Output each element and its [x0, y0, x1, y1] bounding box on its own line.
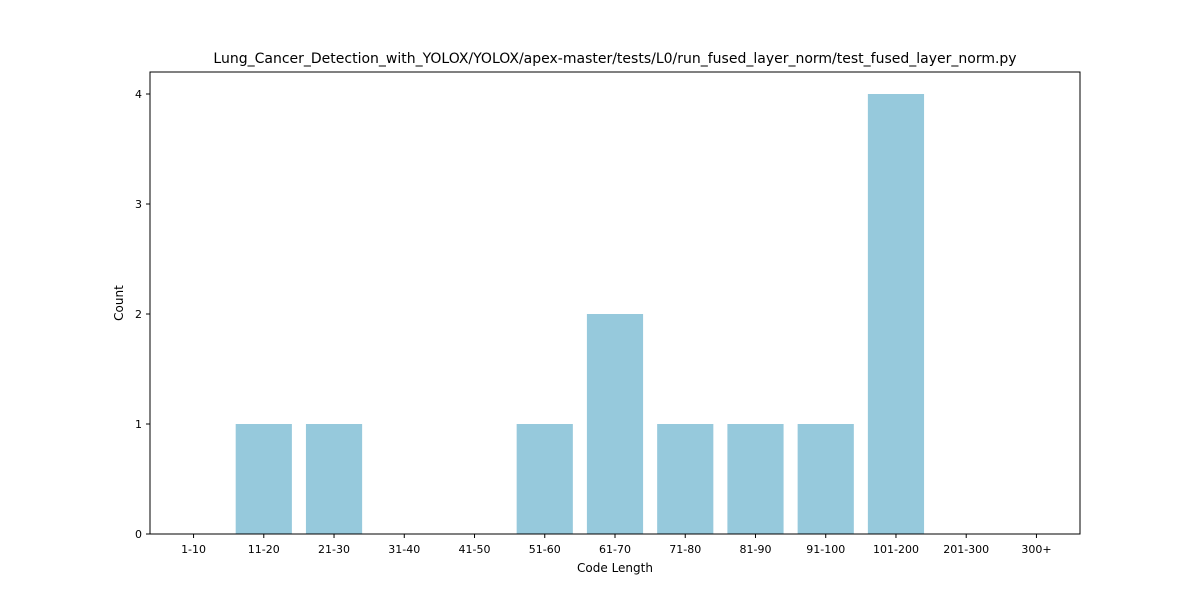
x-tick-label: 71-80: [669, 543, 701, 556]
y-tick-label: 3: [135, 198, 142, 211]
y-axis-label: Count: [112, 285, 126, 321]
x-tick-label: 21-30: [318, 543, 350, 556]
x-tick-label: 300+: [1021, 543, 1051, 556]
bar-71-80: [657, 424, 714, 534]
x-tick-label: 91-100: [806, 543, 845, 556]
y-axis-ticks: 0 1 2 3 4: [135, 88, 150, 541]
chart-title: Lung_Cancer_Detection_with_YOLOX/YOLOX/a…: [213, 51, 1016, 67]
x-tick-label: 61-70: [599, 543, 631, 556]
y-tick-label: 1: [135, 418, 142, 431]
y-tick-label: 4: [135, 88, 142, 101]
x-tick-label: 1-10: [181, 543, 206, 556]
x-tick-label: 201-300: [943, 543, 989, 556]
bars-group: [235, 94, 925, 534]
y-tick-label: 0: [135, 528, 142, 541]
x-tick-label: 81-90: [739, 543, 771, 556]
x-tick-label: 31-40: [388, 543, 420, 556]
bar-21-30: [305, 424, 363, 534]
bar-11-20: [235, 424, 292, 534]
bar-51-60: [516, 424, 573, 534]
y-tick-label: 2: [135, 308, 142, 321]
bar-101-200: [867, 94, 925, 534]
x-tick-label: 51-60: [529, 543, 561, 556]
x-tick-label: 11-20: [248, 543, 280, 556]
x-axis-ticks: 1-10 11-20 21-30 31-40 41-50 51-60 61-70 71-80 8…: [181, 534, 1052, 556]
x-tick-label: 101-200: [873, 543, 919, 556]
bar-81-90: [727, 424, 784, 534]
bar-61-70: [586, 314, 644, 534]
x-tick-label: 41-50: [459, 543, 491, 556]
x-axis-label: Code Length: [577, 561, 653, 575]
bar-91-100: [797, 424, 854, 534]
